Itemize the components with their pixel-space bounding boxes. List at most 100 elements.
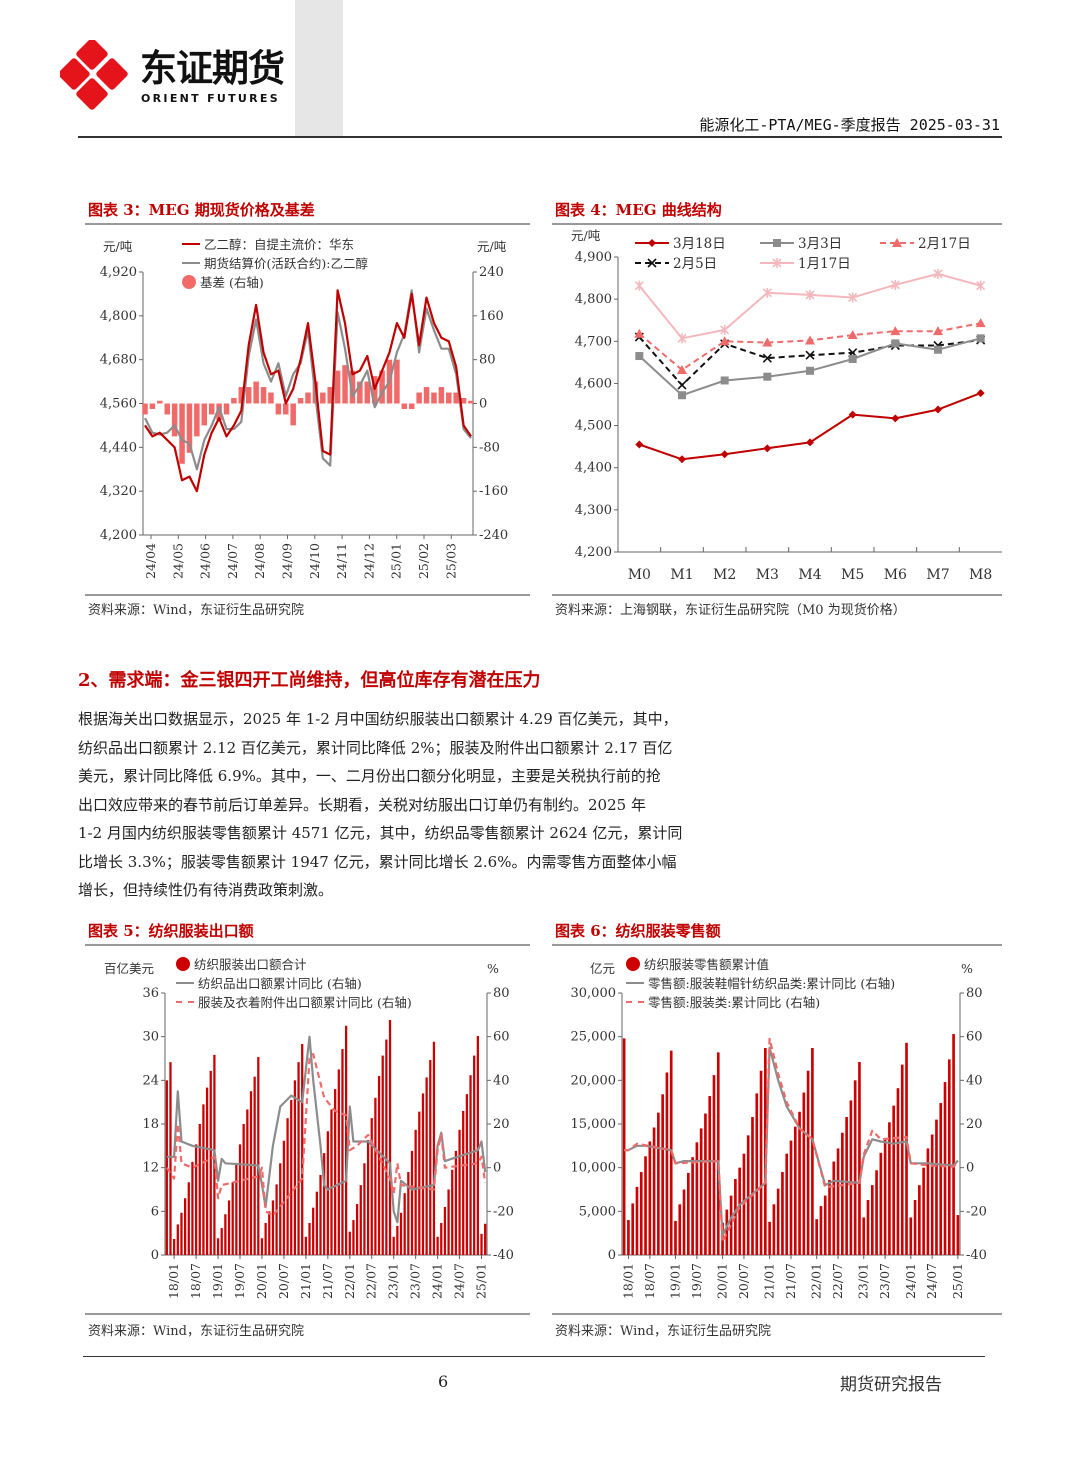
bar [708,1096,712,1255]
x-tick-label: M5 [841,567,864,583]
data-point [806,366,814,375]
bar [828,1179,831,1255]
data-point [848,292,858,303]
y-tick-label: 25,000 [571,1030,617,1045]
y-tick-label: 15,000 [571,1117,617,1132]
x-tick-label: 19/07 [689,1263,704,1299]
legend-line-icon [176,1000,194,1003]
y2-tick-label: -20 [493,1204,514,1219]
bar [789,1140,793,1255]
bar [293,1080,297,1255]
data-point [805,289,815,300]
x-tick-label: 20/07 [736,1263,751,1299]
bar [169,1062,172,1255]
bar [815,1219,818,1255]
basis-bar [268,392,274,404]
basis-bar [364,381,371,404]
bar [366,1140,370,1255]
x-tick-label: M8 [969,567,992,583]
data-point [678,455,686,464]
data-point [933,268,943,279]
chart3-unit-right: 元/吨 [477,239,507,254]
bar [209,1070,212,1255]
chart5-source: 资料来源：Wind，东证衍生品研究院 [88,1324,304,1339]
x-tick-label: 20/07 [276,1263,291,1299]
bar [875,1170,878,1255]
basis-bar [216,403,222,420]
data-point [847,329,858,339]
basis-bar [334,370,341,404]
data-point [720,324,730,335]
yoy-line [165,1053,487,1217]
curve-line [638,392,982,461]
bar [484,1223,487,1255]
bar [268,1211,271,1255]
bar [879,1152,883,1255]
bar [282,1140,286,1255]
bar [440,1222,443,1255]
y-tick-label: 0 [151,1248,159,1263]
basis-bar [260,387,267,404]
bar [922,1167,925,1255]
bar [363,1163,366,1255]
y-tick-label: 4,300 [575,503,612,518]
bar [862,1217,866,1255]
paragraph-line: 纺织品出口额累计 2.12 百亿美元，累计同比降低 2%；服装及附件出口额累计 … [78,738,673,757]
bar [691,1157,694,1255]
y-tick-label: 4,700 [575,334,612,349]
legend-item: 零售额:服装类:累计同比 (右轴) [626,992,895,1011]
bar [191,1161,194,1255]
x-tick-label: 24/10 [307,543,322,579]
y2-tick-label: -40 [966,1248,987,1263]
legend-label: 零售额:服装类:累计同比 (右轴) [648,995,821,1010]
bar [374,1097,377,1255]
chart6-title: 图表 6：纺织服装零售额 [555,922,721,940]
bar [260,1238,264,1255]
data-point [678,391,686,400]
y-tick-label: 18 [142,1117,159,1132]
yoy-line [624,1046,959,1237]
bar [768,1221,771,1255]
data-point [677,364,687,374]
bar [682,1189,686,1255]
chart4-title-rule [552,223,1002,225]
data-point [975,318,986,328]
data-point [762,287,772,298]
paragraph-line: 出口效应带来的春节前后订单差异。长期看，关税对纺服出口订单仍有制约。2025 年 [78,795,646,814]
x-tick-label: M2 [713,567,736,583]
chart5-title-rule [85,944,530,946]
data-point [934,405,942,414]
y2-tick-label: 60 [966,1030,983,1045]
basis-bar [179,403,185,464]
bar [257,1057,260,1255]
legend-label: 期货结算价(活跃合约):乙二醇 [204,256,368,271]
legend-dot-icon [176,956,190,971]
chart4-title: 图表 4：MEG 曲线结构 [555,201,722,219]
x-tick-label: 21/01 [298,1263,313,1299]
bar [297,1062,300,1255]
data-point [805,350,815,360]
legend-dot-icon [626,956,640,971]
legend-label: 2月17日 [918,236,971,252]
bar [712,1075,716,1255]
bar [836,1148,840,1255]
data-point [719,336,730,346]
bar [686,1172,690,1255]
chart5-title: 图表 5：纺织服装出口额 [88,922,254,940]
bar [279,1163,282,1255]
bar [198,1124,201,1255]
basis-bar [357,381,363,404]
bar [657,1112,660,1255]
bar [290,1099,293,1255]
legend-line-icon [182,261,200,264]
bar [939,1103,943,1255]
y-tick-label: 4,680 [100,353,137,368]
bar [165,1080,168,1255]
logo [58,38,132,112]
x-tick-label: 24/11 [334,543,349,579]
bar [180,1212,183,1255]
chart6-legend: 纺织服装零售额累计值 零售额:服装鞋帽针纺织品类:累计同比 (右轴) 零售额:服… [626,954,895,1011]
basis-bar [245,387,252,404]
curve-line [638,322,981,371]
chart6-title-rule [552,944,1002,946]
